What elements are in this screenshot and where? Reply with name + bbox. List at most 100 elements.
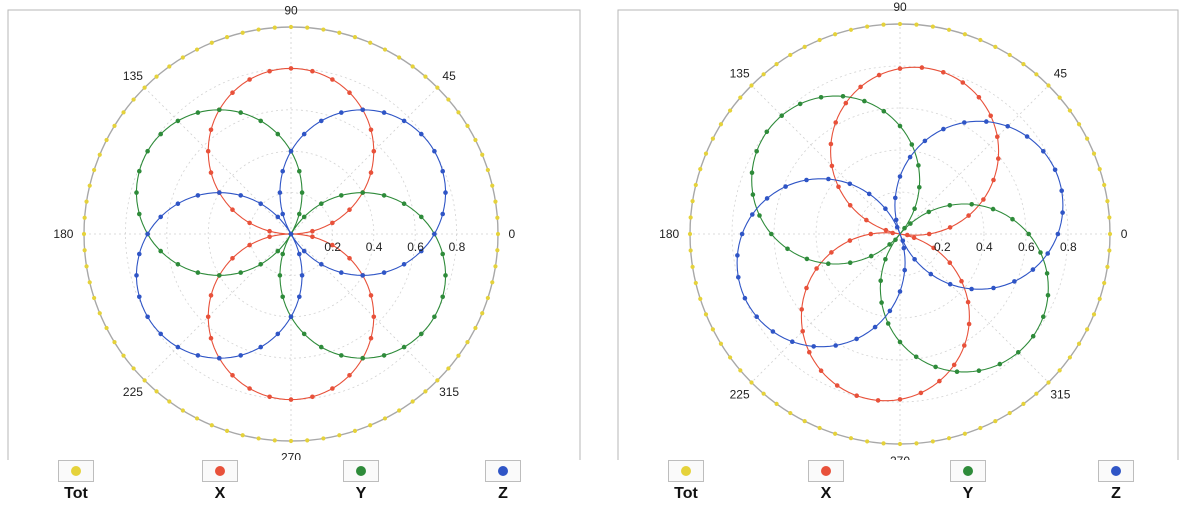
point-x — [247, 77, 252, 82]
point-x — [864, 217, 869, 223]
legend-item-z[interactable]: Z — [473, 460, 533, 503]
point-z — [137, 251, 142, 257]
point-z — [735, 253, 740, 258]
point-tot — [397, 408, 402, 413]
point-x — [230, 373, 235, 378]
point-y — [419, 214, 424, 220]
legend-swatch-z — [1098, 460, 1134, 482]
point-z — [783, 184, 788, 189]
point-tot — [397, 55, 402, 60]
point-x — [208, 335, 214, 341]
point-tot — [97, 311, 102, 316]
legend-item-tot[interactable]: Tot — [656, 460, 716, 503]
point-z — [175, 201, 181, 206]
point-y — [883, 257, 888, 262]
point-tot — [946, 436, 952, 441]
point-y — [175, 118, 181, 124]
point-tot — [1097, 296, 1102, 301]
point-x — [804, 285, 809, 291]
point-x — [829, 250, 834, 255]
point-tot — [930, 439, 935, 444]
legend-swatch-y — [950, 460, 986, 482]
legend-item-y[interactable]: Y — [331, 460, 391, 503]
legend-item-x[interactable]: X — [796, 460, 856, 503]
point-tot — [167, 399, 172, 404]
point-tot — [1034, 72, 1039, 77]
point-x — [911, 235, 917, 241]
point-z — [288, 314, 294, 320]
point-z — [275, 214, 281, 220]
point-tot — [848, 436, 854, 441]
point-tot — [865, 439, 870, 444]
point-tot — [1102, 182, 1107, 188]
point-tot — [698, 296, 703, 301]
point-tot — [495, 215, 500, 220]
point-x — [208, 170, 214, 175]
angle-label: 180 — [53, 227, 73, 241]
point-x — [847, 238, 853, 243]
point-z — [1024, 134, 1030, 139]
point-x — [918, 390, 924, 396]
point-z — [195, 353, 201, 358]
point-z — [894, 224, 900, 230]
point-x — [897, 66, 903, 71]
point-z — [969, 286, 974, 292]
point-x — [988, 113, 993, 119]
point-tot — [410, 64, 415, 69]
point-tot — [131, 366, 136, 371]
legend-item-y[interactable]: Y — [938, 460, 998, 503]
point-y — [912, 206, 917, 211]
point-tot — [881, 22, 886, 27]
legend-swatch-tot — [668, 460, 704, 482]
point-tot — [87, 280, 92, 285]
series-z — [735, 119, 1065, 349]
point-tot — [368, 40, 373, 45]
point-tot — [240, 30, 245, 35]
point-tot — [1097, 167, 1102, 172]
point-x — [818, 368, 824, 374]
point-y — [764, 129, 770, 135]
point-x — [843, 100, 849, 106]
point-y — [769, 231, 774, 237]
point-tot — [121, 110, 126, 115]
point-tot — [703, 312, 709, 317]
point-y — [381, 193, 387, 198]
point-tot — [1091, 312, 1097, 317]
point-y — [878, 278, 883, 284]
point-tot — [495, 248, 500, 253]
point-y — [275, 131, 281, 137]
point-z — [217, 355, 222, 361]
point-tot — [84, 199, 89, 204]
point-z — [912, 257, 917, 262]
legend-label-y: Y — [962, 485, 974, 502]
point-z — [158, 214, 163, 220]
point-x — [834, 383, 840, 388]
point-tot — [710, 327, 715, 332]
point-y — [195, 110, 201, 115]
point-y — [277, 273, 283, 278]
point-y — [1030, 333, 1036, 339]
point-tot — [87, 183, 92, 188]
legend-item-tot[interactable]: Tot — [46, 460, 106, 503]
point-x — [937, 378, 942, 384]
point-tot — [352, 428, 358, 433]
point-x — [347, 255, 352, 261]
legend-item-z[interactable]: Z — [1086, 460, 1146, 503]
point-tot — [817, 425, 822, 431]
point-tot — [1091, 151, 1097, 156]
point-z — [288, 148, 294, 154]
point-tot — [1021, 62, 1026, 67]
point-tot — [1021, 401, 1026, 406]
point-x — [230, 255, 235, 261]
legend-item-x[interactable]: X — [190, 460, 250, 503]
point-tot — [1034, 391, 1039, 396]
point-z — [440, 211, 446, 217]
point-x — [799, 307, 804, 312]
point-x — [330, 242, 335, 248]
point-tot — [688, 215, 693, 220]
point-tot — [738, 95, 743, 100]
point-y — [258, 262, 264, 267]
point-y — [175, 262, 181, 267]
point-tot — [897, 441, 903, 447]
point-y — [440, 251, 446, 257]
